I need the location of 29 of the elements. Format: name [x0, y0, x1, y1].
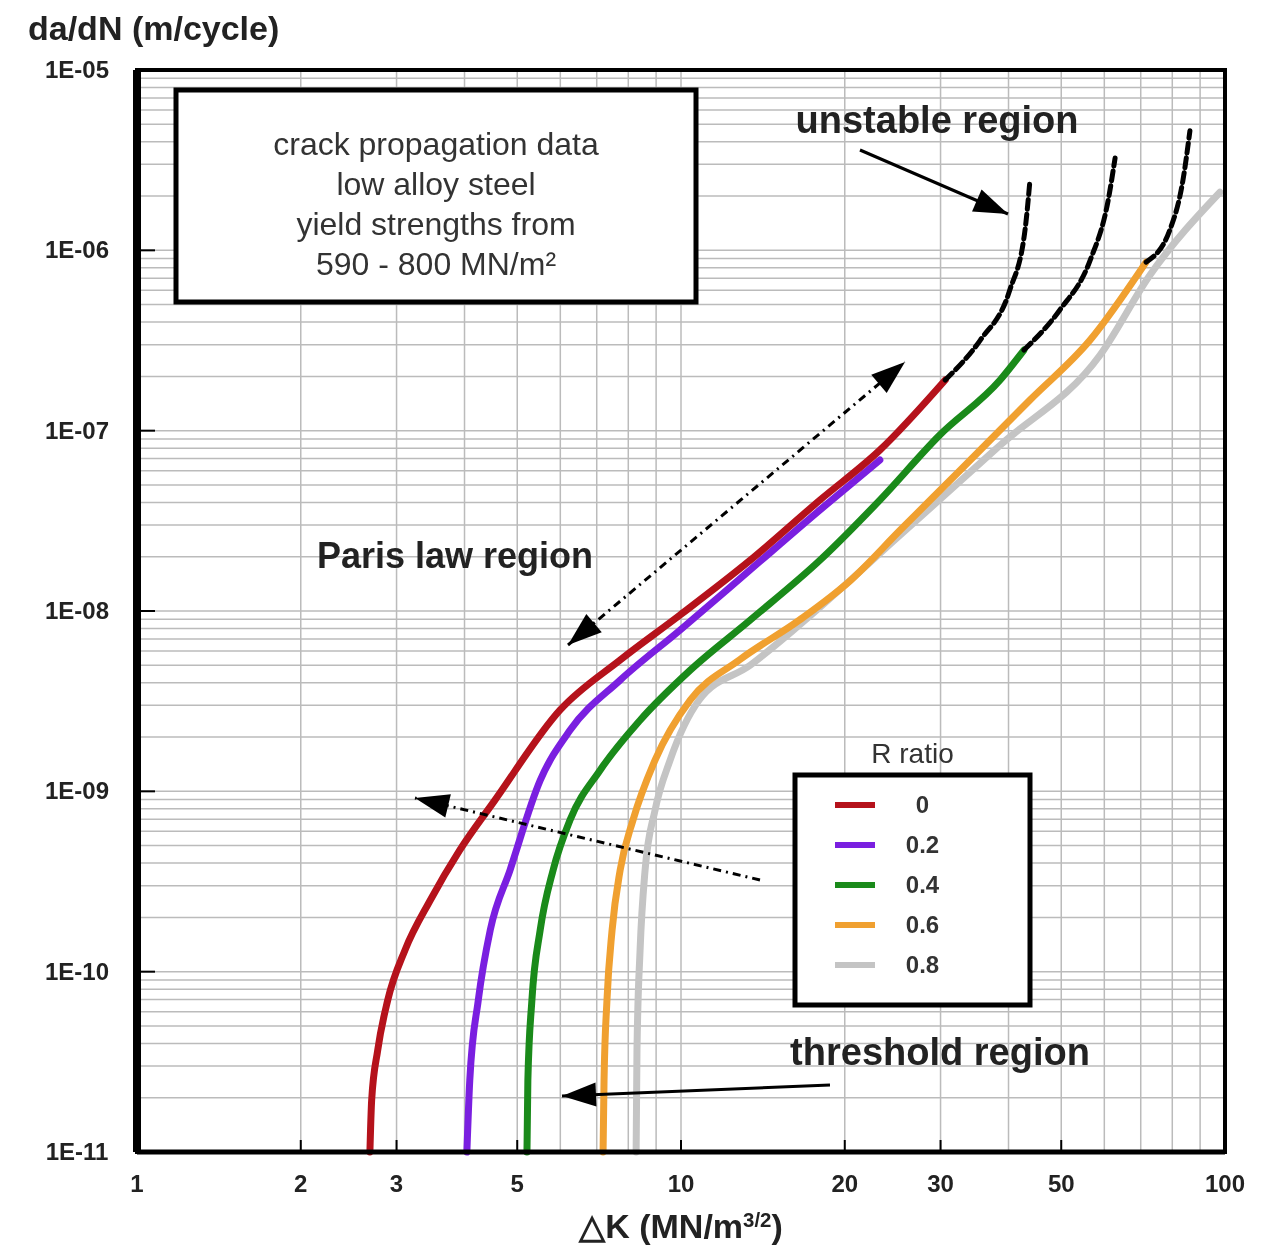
annotation: unstable region [795, 99, 1079, 141]
y-tick-label: 1E-09 [44, 777, 110, 805]
y-tick-label: 1E-05 [44, 56, 110, 83]
x-tick-label: 10 [667, 1170, 695, 1197]
x-tick-label: 20 [831, 1170, 859, 1197]
x-tick-label: 1 [130, 1170, 144, 1197]
legend-label: 0.4 [905, 871, 940, 898]
y-tick-label: 1E-07 [44, 416, 110, 444]
legend-label: 0.6 [905, 911, 940, 938]
note-box: crack propagation data low alloy steel yield strengths from 590 - 800 MN/m² [173, 87, 699, 305]
y-tick-label: 1E-11 [45, 1138, 109, 1165]
x-tick-label: 2 [294, 1170, 308, 1197]
x-tick-label: 3 [389, 1170, 404, 1197]
legend-label: 0.8 [905, 951, 940, 978]
y-tick-label: 1E-06 [44, 236, 110, 264]
x-tick-label: 100 [1204, 1170, 1246, 1197]
legend-label: 0 [915, 791, 930, 818]
y-tick-label: 1E-10 [44, 957, 110, 985]
annotation: threshold region [790, 1031, 1090, 1073]
legend-title: R ratio [871, 738, 954, 769]
x-axis-title: △K (MN/m$^{3/2}$) [578, 1207, 783, 1245]
x-tick-label: 5 [510, 1170, 524, 1197]
x-tick-label: 50 [1047, 1170, 1075, 1197]
y-tick-label: 1E-08 [44, 597, 110, 624]
y-axis-title: da/dN (m/cycle) [28, 9, 280, 47]
annotation: Paris law region [316, 535, 594, 576]
legend-label: 0.2 [905, 831, 940, 858]
x-tick-label: 30 [927, 1170, 954, 1197]
annotation: crack propagation data low alloy steel yield strengths from 590 - 800 MN/m² [273, 126, 599, 282]
